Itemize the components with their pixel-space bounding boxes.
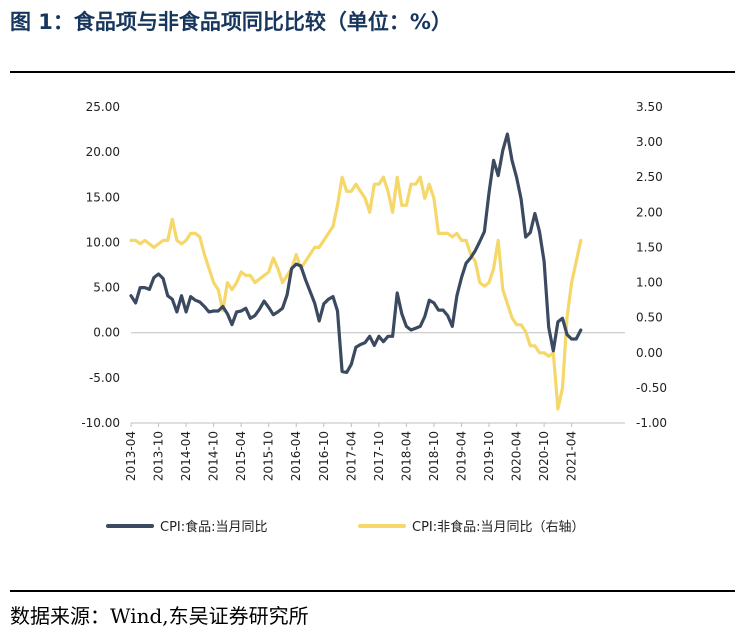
y-right-tick-label: 0.00	[636, 346, 663, 360]
bottom-rule	[10, 590, 735, 592]
y-right-tick-label: 0.50	[636, 311, 663, 325]
x-tick-label: 2019-04	[454, 431, 468, 481]
y-right-tick-label: 2.00	[636, 205, 663, 219]
y-right-tick-label: 3.50	[636, 100, 663, 114]
x-tick-label: 2017-10	[372, 431, 386, 481]
y-left-tick-label: -5.00	[89, 371, 120, 385]
series-line-nonfood	[129, 175, 583, 411]
x-tick-label: 2020-04	[510, 431, 524, 481]
x-tick-label: 2013-04	[124, 431, 138, 481]
x-tick-label: 2014-10	[207, 431, 221, 481]
y-left-tick-label: 15.00	[86, 190, 120, 204]
x-tick-label: 2016-10	[317, 431, 331, 481]
x-tick-label: 2018-04	[399, 431, 413, 481]
x-tick-label: 2017-04	[344, 431, 358, 481]
y-right-tick-label: -1.00	[636, 416, 667, 430]
y-left-tick-label: 10.00	[86, 235, 120, 249]
x-tick-label: 2014-04	[179, 431, 193, 481]
series-line-food	[129, 132, 583, 374]
y-right-tick-label: 1.50	[636, 240, 663, 254]
x-tick-label: 2015-04	[234, 431, 248, 481]
legend-food-label: CPI:食品:当月同比	[160, 519, 268, 535]
y-right-tick-label: 2.50	[636, 170, 663, 184]
x-tick-label: 2021-04	[565, 431, 579, 481]
y-left-tick-label: -10.00	[81, 416, 120, 430]
figure-title: 图 1：食品项与非食品项同比比较（单位：%）	[10, 10, 452, 34]
x-tick-label: 2018-10	[427, 431, 441, 481]
x-tick-label: 2015-10	[262, 431, 276, 481]
y-left-tick-label: 5.00	[93, 281, 120, 295]
y-right-tick-label: -0.50	[636, 381, 667, 395]
y-right-tick-label: 1.00	[636, 276, 663, 290]
x-tick-label: 2020-10	[537, 431, 551, 481]
source-note: 数据来源：Wind,东吴证券研究所	[10, 604, 309, 628]
x-tick-label: 2019-10	[482, 431, 496, 481]
legend-nonfood-label: CPI:非食品:当月同比（右轴）	[412, 519, 585, 535]
y-right-tick-label: 3.00	[636, 135, 663, 149]
y-left-tick-label: 25.00	[86, 100, 120, 114]
y-left-tick-label: 0.00	[93, 326, 120, 340]
x-tick-label: 2016-04	[289, 431, 303, 481]
top-rule	[10, 71, 735, 73]
x-tick-label: 2013-10	[152, 431, 166, 481]
y-left-tick-label: 20.00	[86, 145, 120, 159]
